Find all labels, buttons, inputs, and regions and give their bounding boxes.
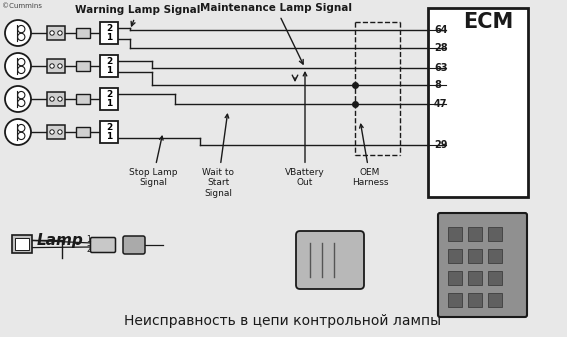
Bar <box>100 55 118 77</box>
Text: ©Cummins: ©Cummins <box>2 3 42 9</box>
Bar <box>47 92 65 106</box>
Text: 28: 28 <box>434 43 447 53</box>
Text: 1: 1 <box>87 236 91 245</box>
Text: 2: 2 <box>87 245 91 254</box>
Text: 1: 1 <box>106 66 112 75</box>
Bar <box>100 88 118 110</box>
Text: 1: 1 <box>106 132 112 141</box>
Text: 2: 2 <box>106 24 112 33</box>
Bar <box>468 227 482 241</box>
Bar <box>448 227 462 241</box>
Bar <box>468 271 482 285</box>
Circle shape <box>58 130 62 134</box>
Bar <box>47 125 65 139</box>
FancyBboxPatch shape <box>296 231 364 289</box>
Text: 29: 29 <box>434 140 447 150</box>
Text: 2: 2 <box>106 123 112 132</box>
Bar <box>76 61 90 71</box>
Text: 8: 8 <box>434 80 441 90</box>
Circle shape <box>58 97 62 101</box>
Bar <box>15 238 29 250</box>
Bar <box>448 249 462 263</box>
Bar <box>12 235 32 253</box>
Text: 1: 1 <box>106 33 112 42</box>
Bar <box>428 8 528 197</box>
Bar <box>448 293 462 307</box>
Bar <box>488 249 502 263</box>
Bar <box>76 94 90 104</box>
Bar <box>468 293 482 307</box>
Text: 2: 2 <box>106 57 112 66</box>
FancyBboxPatch shape <box>438 213 527 317</box>
Text: Неисправность в цепи контрольной лампы: Неисправность в цепи контрольной лампы <box>124 314 442 328</box>
Circle shape <box>58 64 62 68</box>
FancyBboxPatch shape <box>123 236 145 254</box>
Text: Lamp: Lamp <box>37 233 84 247</box>
Bar <box>47 59 65 73</box>
Circle shape <box>50 97 54 101</box>
Circle shape <box>58 31 62 35</box>
Bar <box>488 293 502 307</box>
Text: Wait to
Start
Signal: Wait to Start Signal <box>202 114 234 198</box>
Bar <box>76 127 90 137</box>
Circle shape <box>5 53 31 79</box>
Text: VBattery
Out: VBattery Out <box>285 72 325 187</box>
Circle shape <box>50 130 54 134</box>
Bar <box>47 26 65 40</box>
Text: 64: 64 <box>434 25 447 35</box>
Bar <box>100 22 118 44</box>
Circle shape <box>50 64 54 68</box>
FancyBboxPatch shape <box>91 238 116 252</box>
Text: 1: 1 <box>106 99 112 108</box>
Text: Maintenance Lamp Signal: Maintenance Lamp Signal <box>200 3 352 64</box>
Bar <box>76 28 90 38</box>
Bar <box>488 271 502 285</box>
Text: 47: 47 <box>434 99 447 109</box>
Bar <box>468 249 482 263</box>
Text: Warning Lamp Signal: Warning Lamp Signal <box>75 5 200 26</box>
Text: 2: 2 <box>106 90 112 99</box>
Bar <box>448 271 462 285</box>
Text: OEM
Harness: OEM Harness <box>352 124 388 187</box>
Text: ECM: ECM <box>463 12 513 32</box>
Text: Stop Lamp
Signal: Stop Lamp Signal <box>129 136 177 187</box>
Bar <box>488 227 502 241</box>
Circle shape <box>5 86 31 112</box>
Circle shape <box>5 119 31 145</box>
Circle shape <box>50 31 54 35</box>
Text: 63: 63 <box>434 63 447 73</box>
Bar <box>100 121 118 143</box>
Circle shape <box>5 20 31 46</box>
